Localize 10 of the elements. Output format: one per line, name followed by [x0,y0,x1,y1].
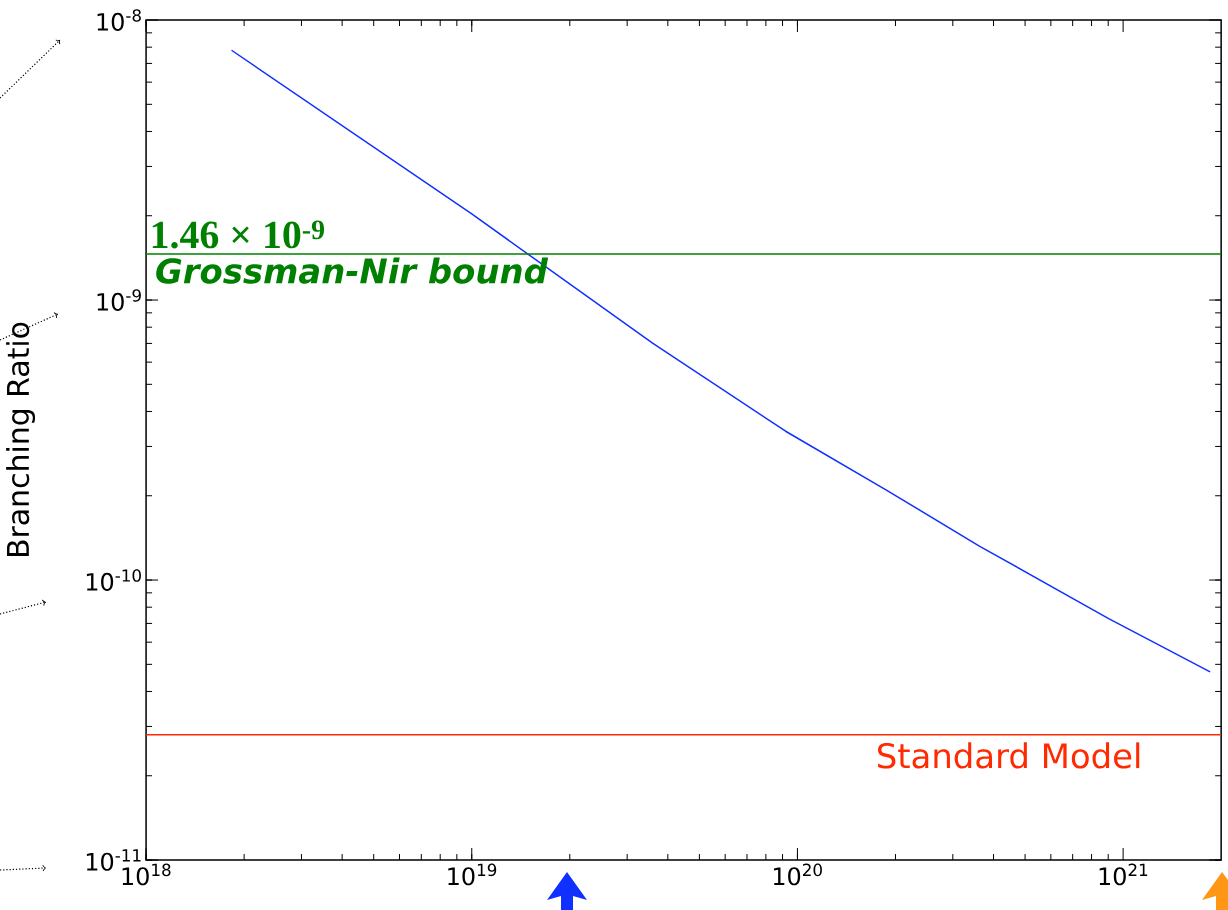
y-tick-label: 10$^{-10}$ [86,569,141,591]
annotation: 1.46 × 10$^{-9}$ [152,220,325,249]
y-tick-label: 10$^{-8}$ [97,9,141,31]
y-tick-label: 10$^{-9}$ [97,289,141,311]
x-tick-label: 10$^{21}$ [1099,863,1148,886]
x-tick-label: 10$^{20}$ [773,863,822,886]
x-tick-label: 10$^{19}$ [448,863,497,886]
ref-line-label: Grossman-Nir bound [156,257,549,284]
y-axis-title: Branching Ratio [6,322,36,557]
ref-line-label: Standard Model [878,742,1140,769]
